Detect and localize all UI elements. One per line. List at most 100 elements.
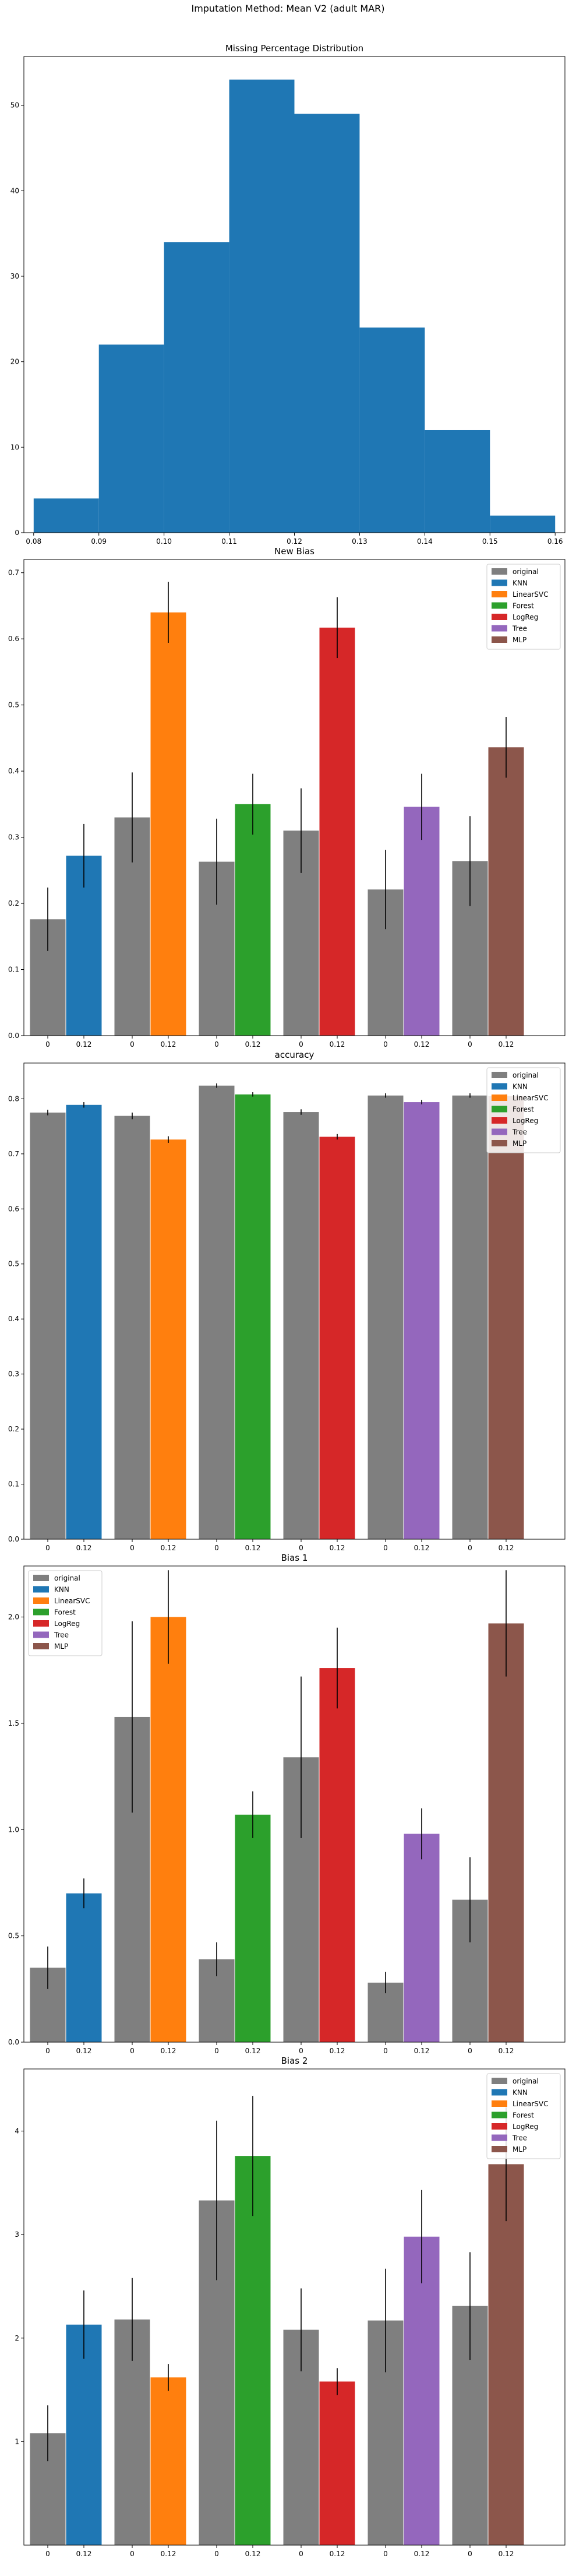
legend-swatch <box>492 579 507 586</box>
x-tick-label: 0.12 <box>330 2550 345 2558</box>
legend: original KNN LinearSVC Forest LogReg Tree MLP <box>486 564 561 650</box>
x-tick-label: 0.12 <box>414 2550 430 2558</box>
legend-swatch <box>33 1586 49 1593</box>
x-tick-label: 0.12 <box>161 1544 176 1552</box>
x-tick-label: 0.12 <box>245 1544 261 1552</box>
legend-swatch <box>33 1620 49 1627</box>
x-tick-label: 0.12 <box>245 2550 261 2558</box>
legend-swatch <box>492 1106 507 1113</box>
bar-tree <box>404 1102 440 1539</box>
y-tick-label: 2 <box>15 2334 19 2342</box>
x-tick-label: 0.12 <box>161 1040 176 1048</box>
y-tick-label: 0.5 <box>8 701 19 709</box>
x-tick-label: 0.14 <box>417 537 433 546</box>
x-tick-label: 0.16 <box>547 537 563 546</box>
bar-linearsvc <box>150 1617 186 2042</box>
legend-swatch <box>492 2146 507 2152</box>
y-tick-label: 0.1 <box>8 966 19 974</box>
x-tick-label: 0.12 <box>330 1544 345 1552</box>
y-tick-label: 0.3 <box>8 1370 19 1378</box>
legend-swatch <box>33 1597 49 1604</box>
legend-label: KNN <box>513 2089 528 2097</box>
legend-label: Forest <box>54 1609 76 1617</box>
x-tick-label: 0.12 <box>499 1040 514 1048</box>
x-tick-label: 0.12 <box>76 2047 92 2055</box>
legend-swatch <box>492 591 507 597</box>
bar-tree <box>404 2236 440 2545</box>
legend-swatch <box>492 2078 507 2084</box>
hist-bar-1 <box>98 344 164 533</box>
figure-suptitle: Imputation Method: Mean V2 (adult MAR) <box>191 3 384 14</box>
hist-bar-0 <box>33 498 99 533</box>
legend-label: Forest <box>513 2112 534 2120</box>
legend-label: original <box>513 568 539 576</box>
legend-swatch <box>492 636 507 643</box>
legend-swatch <box>492 2112 507 2118</box>
axes-frame <box>23 559 566 1036</box>
bar-mlp <box>488 1096 524 1539</box>
legend-label: Forest <box>513 602 534 610</box>
legend: original KNN LinearSVC Forest LogReg Tree MLP <box>28 1570 103 1656</box>
x-tick-label: 0.12 <box>245 1040 261 1048</box>
legend-swatch <box>492 2134 507 2141</box>
y-tick-label: 1.5 <box>8 1719 19 1727</box>
x-tick-label: 0.12 <box>76 1040 92 1048</box>
x-tick-label: 0 <box>130 1544 135 1552</box>
x-tick-label: 0.09 <box>91 537 107 546</box>
x-tick-label: 0.12 <box>330 1040 345 1048</box>
chart-title: Missing Percentage Distribution <box>225 43 363 54</box>
y-tick-label: 0.7 <box>8 569 19 577</box>
bar-logreg <box>319 1668 355 2042</box>
x-tick-label: 0 <box>214 1544 219 1552</box>
x-tick-label: 0 <box>468 2550 472 2558</box>
bar-original <box>114 1115 150 1539</box>
bar-original <box>199 1085 235 1539</box>
x-tick-label: 0 <box>383 1040 388 1048</box>
legend-swatch <box>492 602 507 609</box>
y-tick-label: 0.3 <box>8 833 19 842</box>
legend-swatch <box>492 1095 507 1101</box>
bar-forest <box>235 804 271 1036</box>
y-tick-label: 10 <box>10 443 19 451</box>
legend-label: LinearSVC <box>54 1597 90 1605</box>
x-tick-label: 0 <box>130 2550 135 2558</box>
legend-label: LinearSVC <box>513 1094 549 1102</box>
x-tick-label: 0 <box>299 2047 303 2055</box>
legend-label: KNN <box>513 579 528 587</box>
bar-original <box>30 1113 66 1539</box>
y-tick-label: 30 <box>10 272 19 280</box>
legend-swatch <box>33 1631 49 1638</box>
legend-label: LinearSVC <box>513 2100 549 2108</box>
legend-label: Forest <box>513 1106 534 1114</box>
y-tick-label: 0 <box>15 529 19 537</box>
y-tick-label: 0.0 <box>8 2038 19 2046</box>
y-tick-label: 0.0 <box>8 1535 19 1543</box>
y-tick-label: 2.0 <box>8 1613 19 1621</box>
bar-logreg <box>319 627 355 1036</box>
legend-swatch <box>492 2100 507 2107</box>
legend-swatch <box>492 2123 507 2130</box>
x-tick-label: 0 <box>299 1040 303 1048</box>
legend-swatch <box>492 1083 507 1090</box>
legend-swatch <box>492 1117 507 1124</box>
legend-label: KNN <box>513 1083 528 1091</box>
y-tick-label: 1.0 <box>8 1825 19 1834</box>
y-tick-label: 0.4 <box>8 1315 19 1323</box>
legend-swatch <box>492 1140 507 1146</box>
legend-label: LinearSVC <box>513 590 549 599</box>
x-tick-label: 0.15 <box>482 537 498 546</box>
y-tick-label: 0.8 <box>8 1095 19 1103</box>
bar-knn <box>66 1893 102 2042</box>
y-tick-label: 0.2 <box>8 1425 19 1433</box>
axes-frame <box>23 2068 566 2546</box>
legend-swatch <box>492 568 507 575</box>
x-tick-label: 0.12 <box>499 1544 514 1552</box>
bar-panel-3: Bias 1 0 0.12 0 0.12 0 0.12 0 0.12 0 0.12 0 0.12 0.0 0… <box>8 1553 566 2055</box>
hist-bar-5 <box>359 327 425 533</box>
bar-panel-4: Bias 2 0 0.12 0 0.12 0 0.12 0 0.12 0 0.12 0 0.12 1 2 3 4… <box>15 2056 566 2558</box>
legend-label: LogReg <box>54 1620 80 1628</box>
legend-swatch <box>33 1609 49 1616</box>
chart-title: Bias 1 <box>281 1553 308 1563</box>
